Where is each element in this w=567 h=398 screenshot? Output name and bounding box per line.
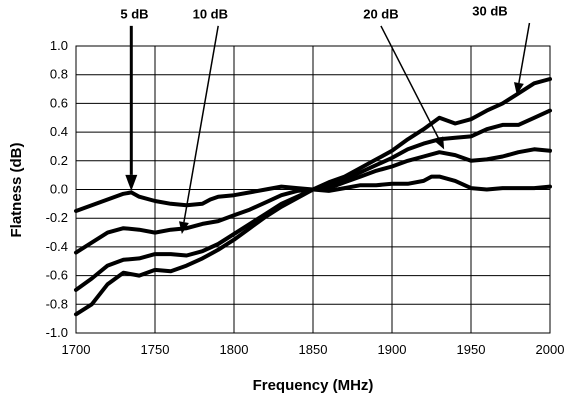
plot-frame — [75, 45, 551, 334]
series-line-30-db — [74, 77, 552, 317]
y-tick-label: 0.6 — [50, 95, 68, 110]
y-tick-labels: -1.0 -0.8 -0.6 -0.4 -0.2 0.0 0.2 0.4 0.6 0.8 1.0 — [46, 38, 68, 340]
annotation-label: 10 dB — [193, 6, 228, 21]
x-tick-label: 1800 — [220, 342, 249, 357]
annotation-30-db: 30 dB — [472, 4, 531, 95]
annotation-arrow-head — [125, 174, 138, 191]
annotation-20-db: 20 dB — [363, 6, 445, 150]
x-tick-label: 1950 — [457, 342, 486, 357]
annotation-arrow-shaft — [518, 22, 531, 84]
x-tick-label: 1850 — [299, 342, 328, 357]
x-tick-label: 1700 — [62, 342, 91, 357]
annotation-arrow-head — [434, 136, 445, 150]
y-tick-label: 0.2 — [50, 153, 68, 168]
x-tick-label: 1900 — [378, 342, 407, 357]
annotation-label: 30 dB — [472, 4, 507, 19]
x-tick-label: 1750 — [141, 342, 170, 357]
y-tick-label: -0.2 — [46, 210, 68, 225]
annotation-arrow-head — [178, 221, 189, 234]
annotation-10-db: 10 dB — [178, 6, 228, 234]
y-tick-label: 0.0 — [50, 182, 68, 197]
y-tick-label: -0.6 — [46, 268, 68, 283]
annotation-arrow-shaft — [380, 25, 440, 139]
x-tick-label: 2000 — [536, 342, 565, 357]
annotations: 5 dB 10 dB 20 dB 30 dB — [120, 4, 531, 234]
annotation-arrow-head — [513, 82, 524, 95]
y-tick-label: 1.0 — [50, 38, 68, 53]
annotation-label: 20 dB — [363, 6, 398, 21]
x-tick-labels: 1700 1750 1800 1850 1900 1950 2000 — [62, 342, 565, 357]
annotation-label: 5 dB — [120, 6, 148, 21]
y-tick-label: 0.8 — [50, 67, 68, 82]
annotation-arrow-shaft — [183, 25, 219, 223]
y-tick-label: 0.4 — [50, 124, 68, 139]
y-tick-label: -1.0 — [46, 325, 68, 340]
y-tick-label: -0.8 — [46, 296, 68, 311]
series-lines — [74, 77, 552, 317]
y-axis-title: Flatness (dB) — [8, 142, 25, 237]
y-tick-label: -0.4 — [46, 239, 68, 254]
x-axis-title: Frequency (MHz) — [253, 377, 374, 394]
annotation-5-db: 5 dB — [120, 6, 149, 191]
